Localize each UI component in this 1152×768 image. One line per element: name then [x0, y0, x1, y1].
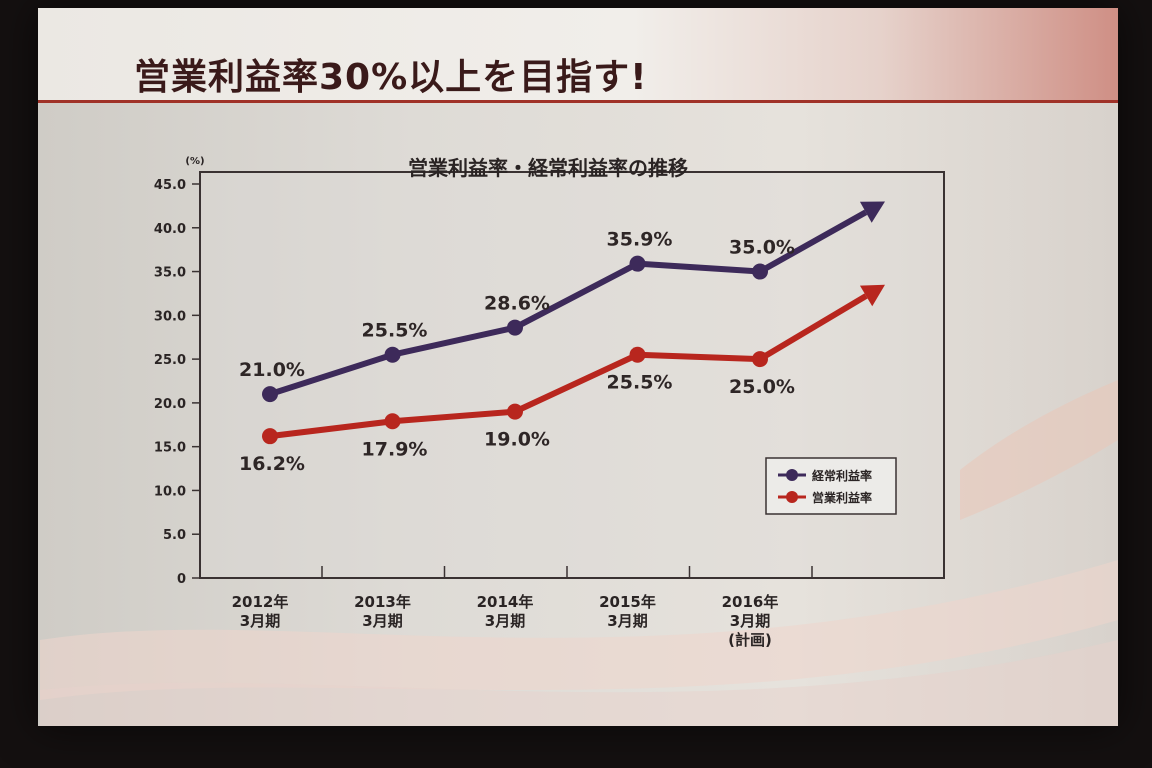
y-tick-label: 30.0	[154, 309, 186, 324]
legend-swatch-marker	[786, 491, 798, 503]
data-point	[629, 255, 646, 272]
data-point	[262, 428, 278, 445]
data-label: 19.0%	[484, 429, 550, 451]
y-tick-label: 35.0	[154, 266, 186, 281]
data-label: 17.9%	[362, 438, 428, 460]
y-tick-label: 40.0	[154, 222, 186, 237]
y-tick-label: 0	[177, 572, 186, 587]
x-category-label: 2014年 3月期	[477, 593, 534, 630]
trend-arrow-line	[758, 293, 868, 362]
x-category-line: 2014年	[477, 593, 534, 611]
data-label: 25.0%	[729, 376, 795, 398]
x-category-line: 2012年	[232, 593, 289, 611]
y-tick-label: 45.0	[154, 178, 186, 193]
data-point	[384, 413, 401, 430]
data-point	[384, 346, 401, 363]
slide-header	[38, 8, 1118, 100]
data-label: 25.5%	[607, 372, 673, 394]
data-point	[507, 319, 523, 336]
slide-title: 営業利益率30%以上を目指す!	[134, 57, 648, 98]
trend-arrowhead	[859, 284, 885, 307]
x-category-label: 2015年 3月期	[599, 593, 656, 630]
x-category-line: 3月期	[607, 612, 647, 630]
data-label: 21.0%	[239, 359, 305, 381]
x-category-label: 2012年 3月期	[232, 593, 289, 630]
x-category-line: 3月期	[730, 612, 770, 630]
y-tick-label: 25.0	[154, 353, 186, 368]
x-category-line: (計画)	[728, 631, 772, 649]
data-point	[752, 263, 768, 280]
data-point	[629, 346, 646, 363]
data-point	[262, 386, 278, 403]
legend-swatch-marker	[786, 469, 798, 481]
legend-label: 営業利益率	[812, 490, 872, 505]
data-point	[507, 403, 523, 420]
trend-arrowhead	[859, 201, 885, 223]
data-label: 35.9%	[607, 229, 673, 251]
x-category-label: 2013年 3月期	[354, 593, 411, 630]
x-category-line: 3月期	[485, 612, 525, 630]
x-category-line: 2015年	[599, 593, 656, 611]
data-label: 16.2%	[239, 453, 305, 475]
presentation-slide: 営業利益率30%以上を目指す!	[38, 8, 1118, 726]
x-category-line: 2016年	[722, 593, 779, 611]
data-label: 25.5%	[362, 320, 428, 342]
chart-title: 営業利益率・経常利益率の推移	[408, 156, 688, 180]
data-point	[752, 351, 768, 368]
x-category-line: 2013年	[354, 593, 411, 611]
series-ordinary-profit-rate: 21.0% 25.5% 28.6% 35.9% 35.0%	[239, 201, 885, 403]
y-tick-label: 20.0	[154, 397, 186, 412]
legend-label: 経常利益率	[812, 468, 872, 483]
y-tick-label: 15.0	[154, 441, 186, 456]
trend-arrow-line	[758, 209, 868, 275]
y-axis-unit: (%)	[185, 156, 204, 167]
x-category-line: 3月期	[362, 612, 402, 630]
header-divider	[38, 100, 1118, 103]
x-category-label: 2016年 3月期(計画)	[722, 593, 779, 649]
chart-frame	[199, 171, 945, 579]
y-tick-label: 10.0	[154, 484, 186, 499]
series-operating-profit-rate: 16.2% 17.9% 19.0% 25.5% 25.0%	[239, 284, 885, 475]
x-category-line: 3月期	[240, 612, 280, 630]
y-tick-label: 5.0	[163, 528, 186, 543]
data-label: 28.6%	[484, 293, 550, 315]
data-label: 35.0%	[729, 237, 795, 259]
